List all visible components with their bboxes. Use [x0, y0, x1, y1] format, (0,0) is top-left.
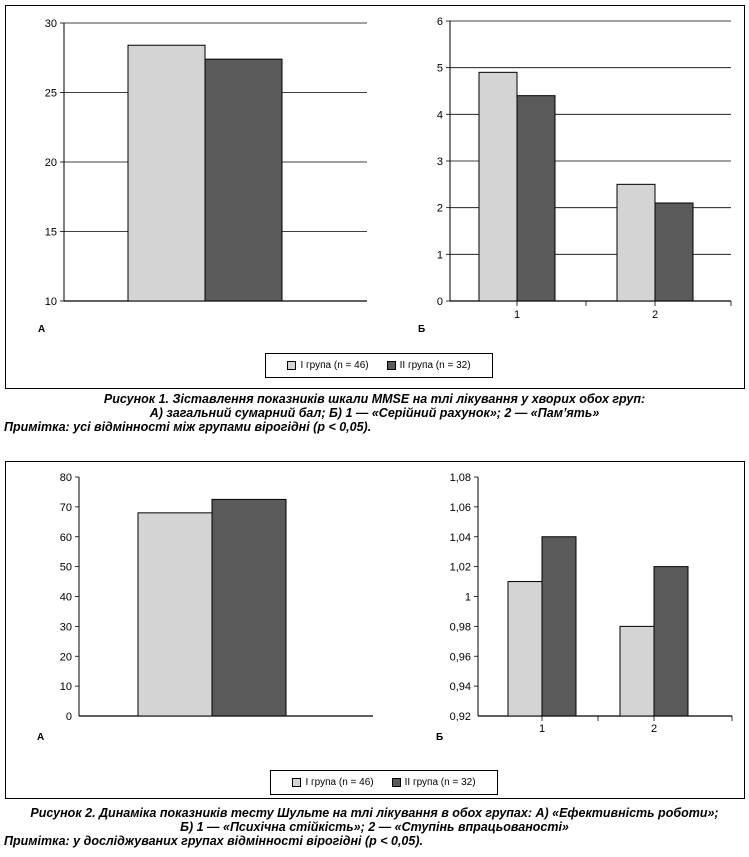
figure-2-caption: Рисунок 2. Динаміка показників тесту Шул…: [0, 806, 749, 848]
bar-group2-cat-2: [654, 202, 694, 302]
chart-fig2a: 0 10 20 30 40 50 60 70 80 А: [37, 472, 373, 743]
bar-group1: [127, 44, 206, 302]
figure-1-note: Примітка: усі відмінності між групами ві…: [4, 420, 372, 434]
y-tick-label: 1: [437, 249, 443, 261]
y-tick-label: 1,08: [450, 472, 471, 484]
x-tick-label: 1: [539, 723, 545, 735]
panel-label: А: [38, 324, 45, 335]
y-tick-label: 70: [60, 502, 72, 514]
legend-item-group2: II група (n = 32): [386, 360, 471, 371]
x-tick-label: 2: [652, 309, 658, 321]
bar-group2-cat-1: [516, 95, 556, 302]
bar-group1: [137, 512, 213, 717]
chart-fig1a: 10 15 20 25 30 А: [38, 18, 367, 335]
bar-group1-cat-2: [616, 183, 656, 302]
x-tick-label: 2: [651, 723, 657, 735]
y-tick-label: 1,06: [450, 502, 471, 514]
bar-group2: [204, 58, 283, 302]
figure-2-caption-line-1: Рисунок 2. Динаміка показників тесту Шул…: [30, 806, 719, 820]
legend-label-group2: II група (n = 32): [404, 777, 476, 788]
y-tick-label: 4: [437, 109, 443, 121]
y-tick-label: 0,98: [450, 621, 471, 633]
bar-group2: [211, 498, 287, 717]
panel-label: Б: [436, 732, 443, 743]
y-tick-label: 20: [60, 651, 72, 663]
chart-fig2b: 0,92 0,94 0,96 0,98 1 1,02 1,04 1,06 1,08 1 2 Б: [436, 472, 733, 743]
legend-item-group1: I група (n = 46): [292, 777, 374, 788]
y-tick-label: 30: [45, 18, 57, 30]
y-tick-label: 10: [45, 296, 57, 308]
y-tick-label: 3: [437, 156, 443, 168]
bar-group1-cat-1: [507, 581, 543, 717]
y-tick-label: 0,96: [450, 651, 471, 663]
y-tick-label: 15: [45, 227, 57, 239]
y-tick-label: 60: [60, 532, 72, 544]
y-tick-label: 25: [45, 88, 57, 100]
legend-item-group2: II група (n = 32): [391, 777, 476, 788]
legend-swatch-group2: [391, 778, 401, 787]
y-tick-label: 0,92: [450, 711, 471, 723]
bar-group2-cat-2: [653, 566, 689, 717]
panel-label: А: [37, 732, 44, 743]
y-tick-label: 30: [60, 621, 72, 633]
y-tick-label: 2: [437, 203, 443, 215]
y-tick-label: 20: [45, 157, 57, 169]
legend-label-group2: II група (n = 32): [399, 360, 471, 371]
y-tick-label: 0: [437, 296, 443, 308]
figure-2-note: Примітка: у досліджуваних групах відмінн…: [4, 834, 423, 848]
y-tick-label: 0,94: [450, 681, 471, 693]
x-tick-label: 1: [514, 309, 520, 321]
figure-1-legend: I група (n = 46) II група (n = 32): [265, 353, 493, 378]
panel-label: Б: [418, 324, 425, 335]
legend-label-group1: I група (n = 46): [305, 777, 374, 788]
legend-swatch-group2: [386, 361, 396, 370]
y-tick-label: 6: [437, 16, 443, 28]
legend-item-group1: I група (n = 46): [287, 360, 369, 371]
y-tick-label: 40: [60, 592, 72, 604]
y-tick-label: 1: [465, 592, 471, 604]
y-tick-label: 0: [66, 711, 72, 723]
chart-fig1b: 0 1 2 3 4 5 6 1 2 Б: [418, 16, 732, 335]
y-tick-label: 5: [437, 63, 443, 75]
y-tick-label: 10: [60, 681, 72, 693]
y-tick-label: 1,04: [450, 532, 471, 544]
bar-group1-cat-1: [478, 71, 518, 302]
figure-1-caption: Рисунок 1. Зіставлення показників шкали …: [0, 392, 749, 434]
bar-group1-cat-2: [619, 625, 655, 717]
y-tick-label: 80: [60, 472, 72, 484]
bar-group2-cat-1: [541, 536, 577, 717]
figure-1-caption-line-2: А) загальний сумарний бал; Б) 1 — «Серій…: [149, 406, 600, 420]
legend-label-group1: I група (n = 46): [300, 360, 369, 371]
y-tick-label: 50: [60, 562, 72, 574]
figure-2-legend: I група (n = 46) II група (n = 32): [270, 770, 498, 795]
legend-swatch-group1: [292, 778, 302, 787]
y-tick-label: 1,02: [450, 562, 471, 574]
legend-swatch-group1: [287, 361, 297, 370]
figure-2-caption-line-2: Б) 1 — «Психічна стійкість»; 2 — «Ступін…: [180, 820, 569, 834]
figure-1-caption-line-1: Рисунок 1. Зіставлення показників шкали …: [103, 392, 646, 406]
